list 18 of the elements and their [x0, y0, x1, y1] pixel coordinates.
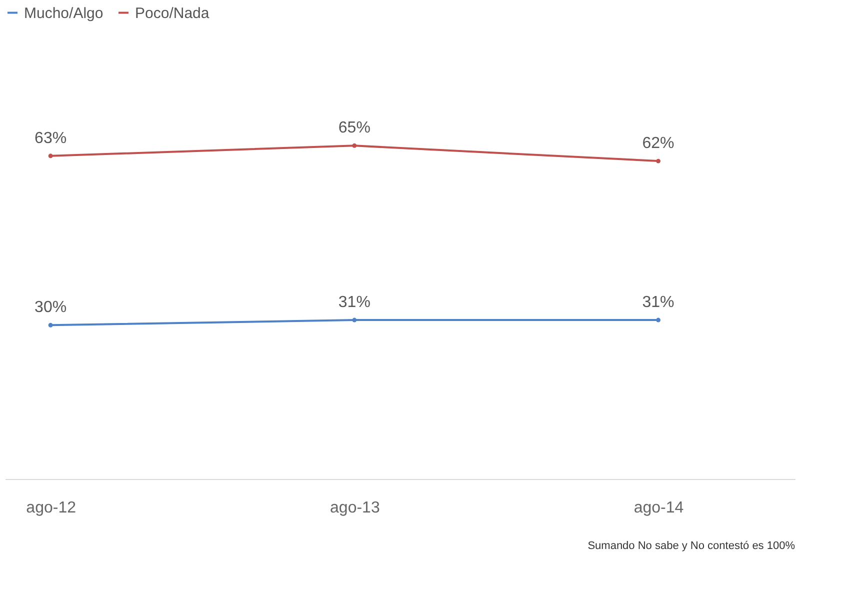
point	[352, 318, 357, 322]
data-label: 63%	[34, 130, 67, 147]
text: Sumando No sabe y No contestó es 100%	[588, 540, 796, 552]
data-label: 62%	[642, 135, 674, 152]
data-label: 31%	[642, 294, 674, 312]
point	[352, 143, 357, 148]
data-label: 65%	[338, 120, 370, 137]
point	[48, 322, 53, 328]
point	[656, 158, 661, 164]
legend-label: Mucho/Algo	[24, 4, 104, 22]
x-tick-label: ago-13	[330, 500, 380, 516]
point	[48, 154, 53, 158]
data-label: 30%	[34, 299, 67, 316]
legend-label: Poco/Nada	[135, 4, 210, 22]
x-tick-label: ago-14	[634, 500, 684, 516]
data-label: 31%	[338, 294, 370, 312]
x-tick-label: ago-12	[26, 500, 76, 516]
point	[656, 318, 661, 322]
